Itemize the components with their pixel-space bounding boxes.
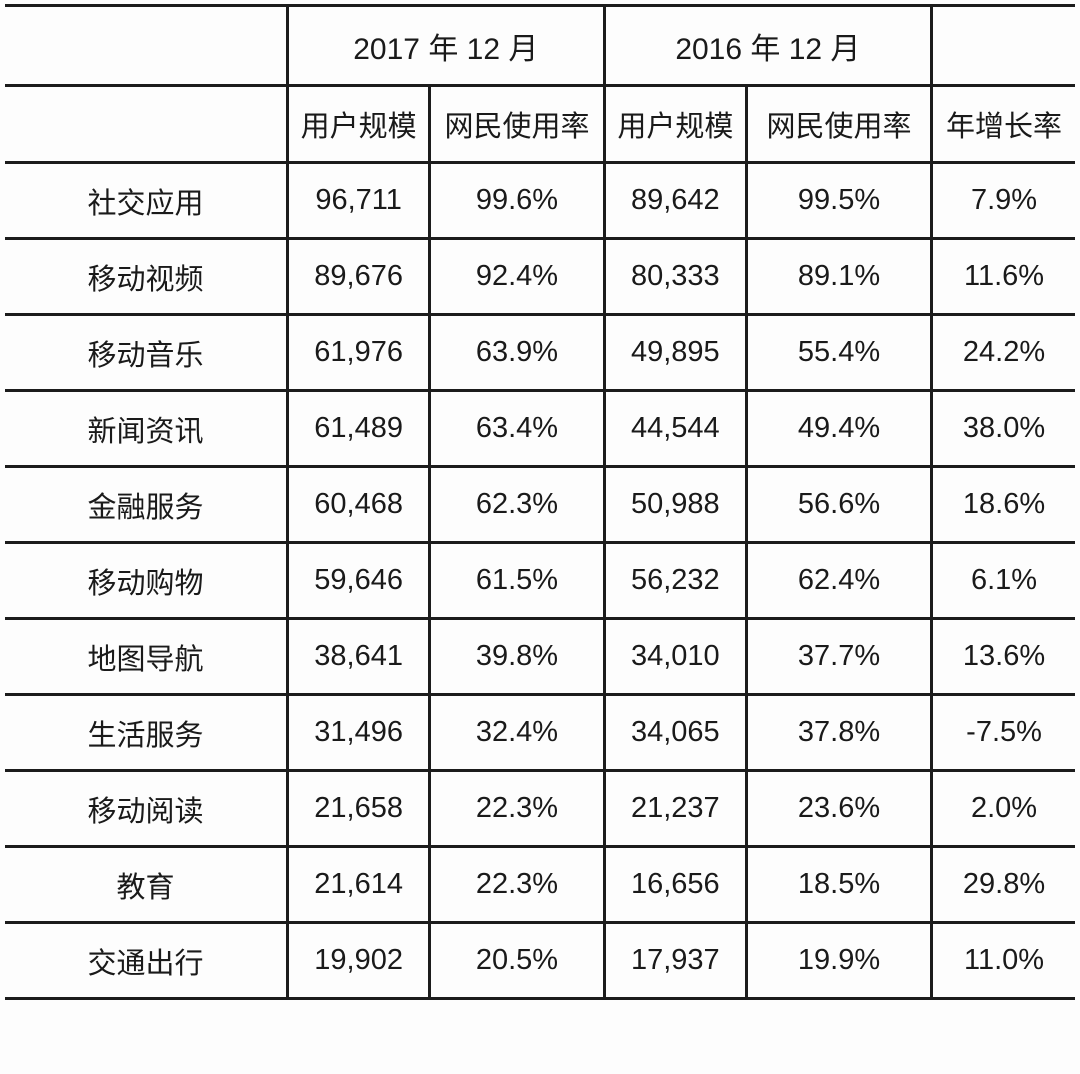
users-2017-cell: 38,641 [285,617,432,696]
users-2017-cell: 89,676 [285,237,432,316]
rate-2016-cell: 62.4% [744,541,934,620]
category-cell: 新闻资讯 [5,389,289,468]
users-2016-cell: 21,237 [602,769,748,848]
users-2016-cell: 49,895 [602,313,748,392]
users-2016-cell: 56,232 [602,541,748,620]
growth-cell: 13.6% [930,617,1075,696]
users-2017-cell: 96,711 [285,161,432,240]
category-cell: 教育 [5,845,289,924]
category-cell: 生活服务 [5,693,289,772]
table-body: 社交应用 96,711 99.6% 89,642 99.5% 7.9% 移动视频 89,676… [5,161,1075,1000]
growth-cell: 11.0% [930,921,1075,1000]
rate-2017-cell: 32.4% [428,693,606,772]
column-header-growth: 年增长率 [930,84,1075,164]
users-2017-cell: 59,646 [285,541,432,620]
users-2016-cell: 80,333 [602,237,748,316]
rate-2016-cell: 37.8% [744,693,934,772]
rate-2016-cell: 19.9% [744,921,934,1000]
rate-2017-cell: 22.3% [428,845,606,924]
users-2017-cell: 19,902 [285,921,432,1000]
growth-cell: -7.5% [930,693,1075,772]
growth-cell: 38.0% [930,389,1075,468]
users-2016-cell: 16,656 [602,845,748,924]
rate-2016-cell: 18.5% [744,845,934,924]
users-2017-cell: 21,614 [285,845,432,924]
category-cell: 移动阅读 [5,769,289,848]
users-2017-cell: 60,468 [285,465,432,544]
corner-cell-right [930,4,1075,87]
category-cell: 移动视频 [5,237,289,316]
period-header-2016: 2016 年 12 月 [602,4,934,87]
growth-cell: 11.6% [930,237,1075,316]
category-cell: 移动购物 [5,541,289,620]
table-row: 移动音乐 61,976 63.9% 49,895 55.4% 24.2% [5,313,1075,392]
column-header-users-2017: 用户规模 [285,84,432,164]
growth-cell: 29.8% [930,845,1075,924]
column-header-rate-2017: 网民使用率 [428,84,606,164]
users-2017-cell: 31,496 [285,693,432,772]
category-cell: 社交应用 [5,161,289,240]
period-header-2017: 2017 年 12 月 [285,4,606,87]
table-row: 生活服务 31,496 32.4% 34,065 37.8% -7.5% [5,693,1075,772]
users-2017-cell: 61,489 [285,389,432,468]
rate-2017-cell: 99.6% [428,161,606,240]
rate-2017-cell: 39.8% [428,617,606,696]
users-2017-cell: 21,658 [285,769,432,848]
column-header-category [5,84,289,164]
column-header-row: 用户规模 网民使用率 用户规模 网民使用率 年增长率 [5,84,1075,164]
rate-2017-cell: 63.4% [428,389,606,468]
table-row: 移动阅读 21,658 22.3% 21,237 23.6% 2.0% [5,769,1075,848]
table-row: 交通出行 19,902 20.5% 17,937 19.9% 11.0% [5,921,1075,1000]
rate-2017-cell: 92.4% [428,237,606,316]
table-header: 2017 年 12 月 2016 年 12 月 用户规模 网民使用率 用户规模 … [5,4,1075,164]
category-cell: 交通出行 [5,921,289,1000]
table-row: 地图导航 38,641 39.8% 34,010 37.7% 13.6% [5,617,1075,696]
table-row: 教育 21,614 22.3% 16,656 18.5% 29.8% [5,845,1075,924]
growth-cell: 24.2% [930,313,1075,392]
users-2017-cell: 61,976 [285,313,432,392]
column-header-rate-2016: 网民使用率 [744,84,934,164]
rate-2016-cell: 55.4% [744,313,934,392]
category-cell: 金融服务 [5,465,289,544]
users-2016-cell: 34,010 [602,617,748,696]
corner-cell-left [5,4,289,87]
app-usage-table: 2017 年 12 月 2016 年 12 月 用户规模 网民使用率 用户规模 … [5,4,1075,1000]
column-header-users-2016: 用户规模 [602,84,748,164]
growth-cell: 7.9% [930,161,1075,240]
rate-2017-cell: 62.3% [428,465,606,544]
rate-2016-cell: 99.5% [744,161,934,240]
users-2016-cell: 44,544 [602,389,748,468]
category-cell: 地图导航 [5,617,289,696]
rate-2017-cell: 20.5% [428,921,606,1000]
category-cell: 移动音乐 [5,313,289,392]
table-row: 移动视频 89,676 92.4% 80,333 89.1% 11.6% [5,237,1075,316]
users-2016-cell: 17,937 [602,921,748,1000]
period-header-row: 2017 年 12 月 2016 年 12 月 [5,4,1075,87]
rate-2016-cell: 23.6% [744,769,934,848]
users-2016-cell: 89,642 [602,161,748,240]
rate-2016-cell: 56.6% [744,465,934,544]
table-row: 社交应用 96,711 99.6% 89,642 99.5% 7.9% [5,161,1075,240]
rate-2016-cell: 37.7% [744,617,934,696]
rate-2017-cell: 63.9% [428,313,606,392]
rate-2017-cell: 22.3% [428,769,606,848]
growth-cell: 6.1% [930,541,1075,620]
table-row: 金融服务 60,468 62.3% 50,988 56.6% 18.6% [5,465,1075,544]
rate-2016-cell: 49.4% [744,389,934,468]
rate-2016-cell: 89.1% [744,237,934,316]
users-2016-cell: 34,065 [602,693,748,772]
growth-cell: 18.6% [930,465,1075,544]
table-row: 移动购物 59,646 61.5% 56,232 62.4% 6.1% [5,541,1075,620]
rate-2017-cell: 61.5% [428,541,606,620]
table-row: 新闻资讯 61,489 63.4% 44,544 49.4% 38.0% [5,389,1075,468]
users-2016-cell: 50,988 [602,465,748,544]
growth-cell: 2.0% [930,769,1075,848]
